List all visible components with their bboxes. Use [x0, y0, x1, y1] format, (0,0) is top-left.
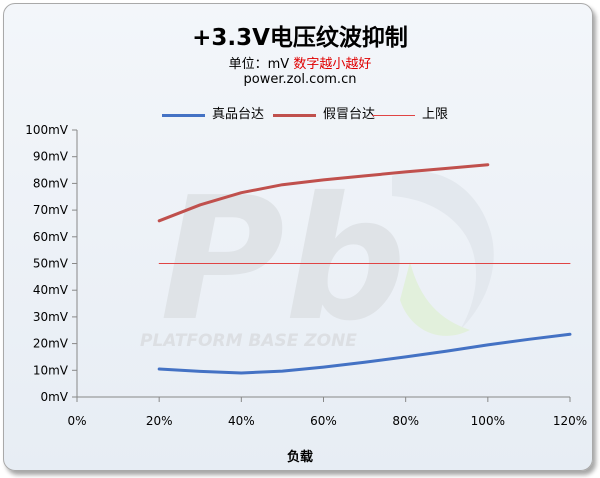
legend-label-limit: 上限 — [422, 107, 449, 122]
x-tick-label: 120% — [553, 414, 587, 428]
chart-subtitle: 单位：mV 数字越小越好 — [0, 53, 600, 72]
x-tick-label: 20% — [146, 414, 173, 428]
x-tick-label: 80% — [392, 414, 419, 428]
y-tick-label: 40mV — [33, 283, 69, 297]
legend-label-fake: 假冒台达 — [323, 107, 376, 122]
legend-swatch-limit — [372, 115, 415, 116]
x-tick-label: 0% — [67, 414, 86, 428]
legend-swatch-fake — [273, 114, 316, 117]
watermark-text: PLATFORM BASE ZONE — [140, 331, 357, 351]
x-tick-label: 60% — [310, 414, 337, 428]
watermark-swoosh-top — [392, 171, 494, 330]
y-tick-label: 30mV — [33, 310, 69, 324]
x-tick-label: 100% — [471, 414, 505, 428]
watermark: Pb PLATFORM BASE ZONE — [140, 161, 494, 359]
note-label: 数字越小越好 — [293, 57, 372, 72]
series-line-genuine — [157, 332, 572, 375]
y-tick-label: 60mV — [33, 230, 69, 244]
y-tick-label: 90mV — [33, 150, 69, 164]
legend: 真品台达 假冒台达 上限 — [0, 107, 600, 123]
x-axis-label: 负载 — [286, 450, 313, 465]
y-tick-label: 80mV — [33, 176, 69, 190]
watermark-pb: Pb — [160, 161, 406, 359]
y-tick-label: 20mV — [33, 337, 69, 351]
y-tick-label: 10mV — [33, 363, 69, 377]
series-group — [157, 163, 572, 375]
x-tick-label: 40% — [228, 414, 255, 428]
chart-title: +3.3V电压纹波抑制 — [192, 25, 408, 51]
source-label: power.zol.com.cn — [243, 72, 357, 87]
legend-label-genuine: 真品台达 — [212, 107, 265, 122]
y-tick-label: 0mV — [40, 390, 68, 404]
y-tick-label: 70mV — [33, 203, 69, 217]
chart-frame — [3, 3, 593, 471]
y-tick-label: 100mV — [25, 123, 69, 137]
y-tick-label: 50mV — [33, 257, 69, 271]
axes: 0mV 10mV 20mV 30mV 40mV 50mV 60mV 70mV 80mV 90mV 1… — [25, 123, 587, 428]
series-line-fake — [157, 163, 490, 223]
unit-label: 单位：mV — [228, 57, 290, 72]
legend-swatch-genuine — [162, 114, 205, 117]
watermark-swoosh-bottom — [400, 262, 470, 336]
